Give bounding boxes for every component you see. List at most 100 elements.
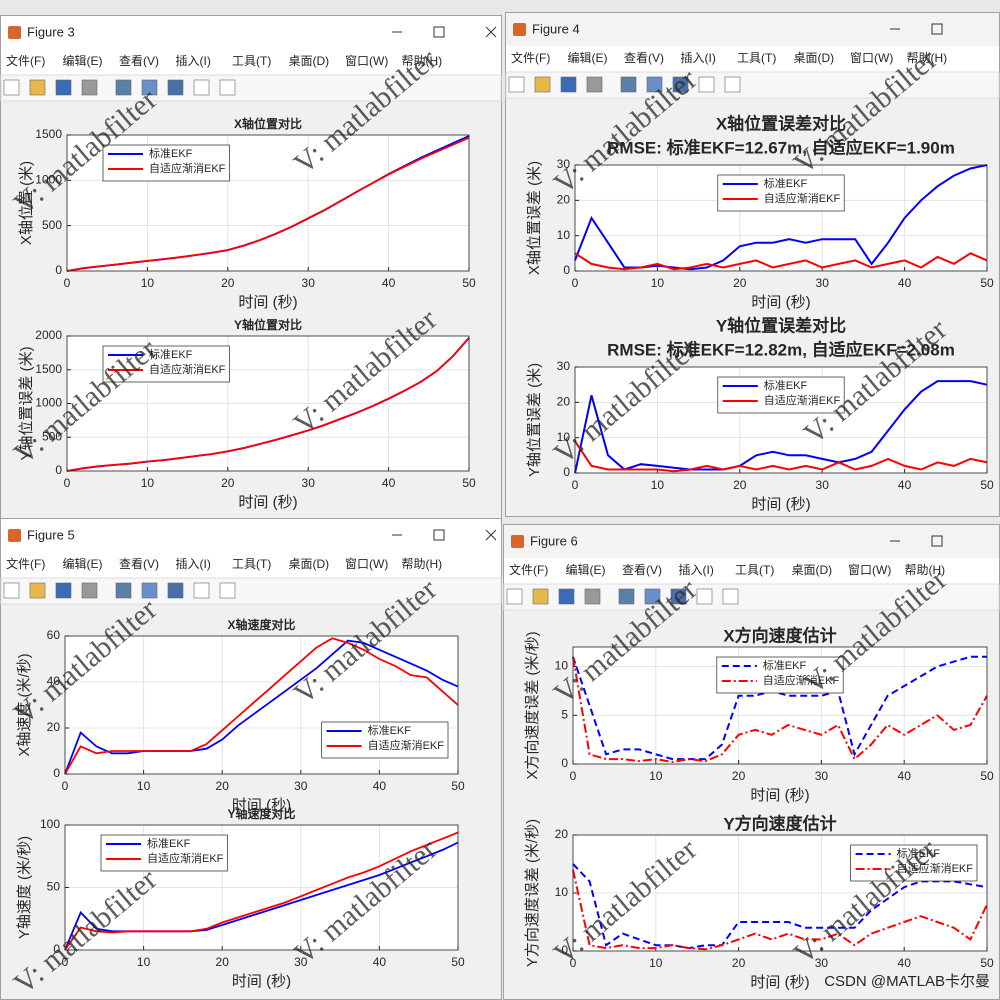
toolbar-button[interactable] [696,588,713,605]
close-button[interactable] [485,529,497,541]
toolbar-button[interactable] [620,76,637,93]
toolbar-button[interactable] [29,582,46,599]
menu-item[interactable]: 插入(I) [176,54,211,68]
y-tick-label: 10 [557,228,571,242]
menu-item[interactable]: 窗口(W) [345,557,388,571]
x-tick-label: 40 [898,276,912,290]
menu-item[interactable]: 帮助(H) [402,557,443,571]
menu-item[interactable]: 查看(V) [119,557,159,571]
menu-item[interactable]: 编辑(E) [566,562,606,577]
toolbar-button[interactable] [219,582,236,599]
toolbar-button[interactable] [3,79,20,96]
menu-item[interactable]: 窗口(W) [345,54,388,68]
x-tick-label: 20 [221,276,235,290]
menu-item[interactable]: 工具(T) [737,51,776,65]
app-icon [8,26,21,39]
toolbar-button[interactable] [724,76,741,93]
menu-item[interactable]: 桌面(D) [794,51,835,65]
menu-item[interactable]: 插入(I) [679,563,714,577]
x-tick-label: 20 [221,476,235,490]
menu-item[interactable]: 插入(I) [681,51,716,65]
x-tick-label: 50 [980,276,994,290]
close-button[interactable] [485,26,497,38]
x-tick-label: 0 [572,276,579,290]
menu-item[interactable]: 窗口(W) [848,563,891,577]
maximize-button[interactable] [433,529,445,541]
x-tick-label: 50 [462,276,476,290]
toolbar-button[interactable] [586,76,603,93]
axes-box [572,646,988,765]
toolbar-button[interactable] [115,79,132,96]
toolbar-button[interactable] [81,79,98,96]
toolbar-button[interactable] [532,588,549,605]
menu-item[interactable]: 查看(V) [624,51,664,65]
toolbar-button[interactable] [167,79,184,96]
toolbar-button[interactable] [167,582,184,599]
menu-item[interactable]: 桌面(D) [792,563,833,577]
y-tick-label: 10 [555,659,569,673]
toolbar-button[interactable] [29,79,46,96]
menu-item[interactable]: 桌面(D) [289,54,330,68]
x-tick-label: 10 [649,956,663,970]
menu-item[interactable]: 工具(T) [232,557,271,571]
toolbar-button[interactable] [560,76,577,93]
x-tick-label: 10 [649,769,663,783]
toolbar-button[interactable] [722,588,739,605]
data-line [572,869,988,951]
menu-item[interactable]: 工具(T) [735,563,774,577]
toolbar-button[interactable] [618,588,635,605]
x-tick-label: 30 [816,276,830,290]
toolbar-button[interactable] [698,76,715,93]
menu-item[interactable]: 插入(I) [176,557,211,571]
menu-item[interactable]: 文件(F) [6,53,45,68]
toolbar-button[interactable] [55,582,72,599]
y-tick-label: 0 [563,263,570,277]
window-title: Figure 3 [27,24,75,39]
y-axis-label: X轴位置 (米) [18,161,35,245]
toolbar-button[interactable] [646,76,663,93]
toolbar-button[interactable] [81,582,98,599]
toolbar-button[interactable] [558,588,575,605]
menu-item[interactable]: 文件(F) [509,562,548,577]
x-tick-label: 40 [898,956,912,970]
toolbar-button[interactable] [3,582,20,599]
menu-item[interactable]: 桌面(D) [289,557,330,571]
menu-item[interactable]: 编辑(E) [568,50,608,65]
legend-label: 标准EKF [763,658,807,672]
menu-item[interactable]: 窗口(W) [850,51,893,65]
toolbar-button[interactable] [141,79,158,96]
toolbar-button[interactable] [115,582,132,599]
toolbar-button[interactable] [506,588,523,605]
toolbar-button[interactable] [193,582,210,599]
menu-item[interactable]: 文件(F) [511,50,550,65]
toolbar-button[interactable] [55,79,72,96]
menu-item[interactable]: 帮助(H) [402,54,443,68]
menu-item[interactable]: 帮助(H) [905,563,946,577]
x-tick-label: 50 [451,955,465,969]
toolbar-button[interactable] [508,76,525,93]
toolbar-button[interactable] [219,79,236,96]
toolbar-button[interactable] [193,79,210,96]
maximize-button[interactable] [433,26,445,38]
toolbar-button[interactable] [141,582,158,599]
maximize-button[interactable] [931,535,943,547]
x-tick-label: 0 [570,956,577,970]
legend-label: 自适应渐消EKF [149,362,226,376]
menu-item[interactable]: 查看(V) [622,563,662,577]
toolbar-button[interactable] [670,588,687,605]
title-bar [504,525,999,558]
toolbar-button[interactable] [644,588,661,605]
maximize-button[interactable] [931,23,943,35]
menu-item[interactable]: 工具(T) [232,54,271,68]
toolbar-button[interactable] [534,76,551,93]
menu-item[interactable]: 编辑(E) [63,53,103,68]
figure-window: Figure 6 文件(F) 编辑(E) 查看(V) 插入(I) 工具(T) 桌面(D) 窗口… [503,524,1000,1000]
menu-item[interactable]: 编辑(E) [63,556,103,571]
menu-item[interactable]: 帮助(H) [907,51,948,65]
toolbar-button[interactable] [672,76,689,93]
menu-item[interactable]: 查看(V) [119,54,159,68]
legend-label: 自适应渐消EKF [149,161,226,175]
toolbar-button[interactable] [584,588,601,605]
menu-item[interactable]: 文件(F) [6,556,45,571]
